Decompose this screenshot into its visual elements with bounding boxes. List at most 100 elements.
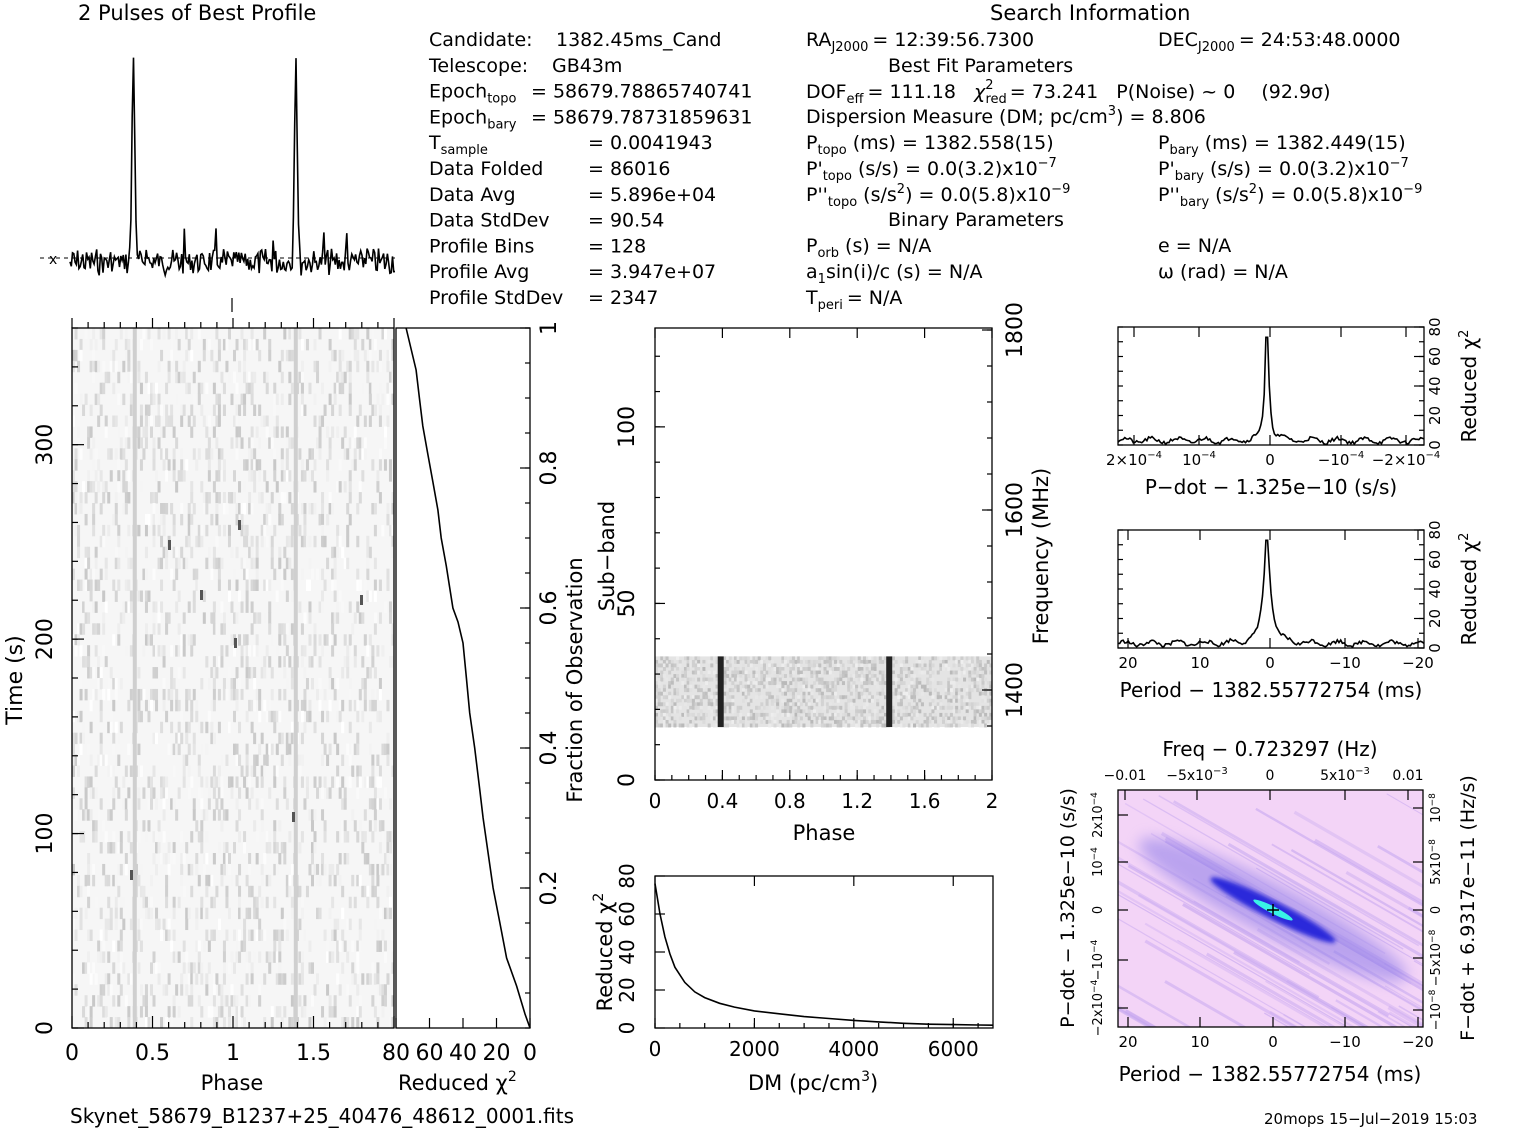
heat-cell (233, 415, 237, 427)
heat-cell (310, 678, 314, 690)
heat-cell (200, 1006, 204, 1018)
heat-cell (172, 459, 176, 471)
subband-cell (741, 667, 745, 671)
heat-cell (205, 809, 209, 821)
heat-cell (119, 907, 123, 920)
heat-cell (338, 984, 342, 996)
heat-cell (378, 459, 382, 471)
heat-cell (104, 601, 108, 613)
heat-cell (391, 634, 395, 646)
tick-label: 20 (483, 1041, 511, 1066)
heat-cell (263, 765, 267, 777)
map-streak (1271, 843, 1423, 933)
heat-cell (155, 962, 159, 974)
subband-cell (957, 691, 961, 696)
heat-cell (358, 688, 362, 701)
subband-cell (973, 688, 977, 693)
heat-cell (122, 503, 126, 515)
heat-cell (371, 503, 375, 515)
subband-cell (981, 681, 985, 686)
heat-cell (185, 721, 189, 734)
map-streak (1193, 900, 1414, 1027)
heat-cell (318, 426, 322, 438)
heat-cell (318, 874, 322, 887)
subband-cell (773, 677, 777, 682)
heat-cell (268, 951, 272, 963)
heat-cell (230, 688, 234, 701)
heat-cell (321, 754, 325, 766)
subband-cell (662, 716, 666, 721)
subband-cell (920, 670, 924, 675)
heat-cell (185, 907, 189, 920)
heat-cell (200, 896, 204, 909)
map-streak (1118, 984, 1192, 1027)
subband-cell (891, 705, 895, 710)
subband-cell (728, 695, 732, 700)
subband-cell (899, 716, 903, 721)
heat-cell (102, 1006, 106, 1018)
heat-cell (149, 426, 153, 438)
heat-cell (278, 623, 282, 635)
subband-cell (947, 698, 951, 703)
heat-cell (177, 470, 181, 482)
subband-cell (762, 705, 766, 710)
subband-cell (878, 716, 882, 721)
heat-cell (290, 503, 294, 515)
subband-cell (755, 712, 759, 717)
subband-cell (907, 698, 911, 703)
subband-cell (731, 719, 735, 724)
subband-cell (797, 677, 801, 682)
subband-cell (989, 716, 993, 721)
heat-cell (167, 973, 171, 985)
heat-cell (346, 524, 350, 537)
subband-cell (726, 663, 730, 668)
subband-cell (805, 702, 809, 707)
heat-cell (89, 590, 93, 602)
heat-cell (268, 601, 272, 613)
subband-cell (894, 705, 898, 710)
heat-cell (127, 973, 131, 985)
heat-cell (386, 415, 390, 427)
heat-cell (139, 338, 143, 351)
subband-cell (986, 719, 990, 724)
heat-cell (74, 809, 78, 821)
subband-cell (683, 674, 687, 678)
heat-cell (383, 601, 387, 613)
heat-cell (338, 535, 342, 548)
heat-cell (333, 382, 337, 395)
heat-cell (245, 678, 249, 690)
heat-cell (250, 503, 254, 515)
subband-cell (984, 663, 988, 668)
heat-cell (74, 645, 78, 657)
heat-cell (235, 754, 239, 766)
tick-label: 0.5 (135, 1041, 170, 1066)
heat-cell (89, 721, 93, 734)
heat-cell (152, 437, 156, 449)
heat-cell (117, 754, 121, 766)
heat-cell (255, 754, 259, 766)
subband-cell (760, 702, 764, 707)
heat-cell (268, 787, 272, 799)
subband-cell (844, 712, 848, 717)
subband-cell (949, 698, 953, 703)
heat-cell (92, 360, 96, 373)
heat-cell (310, 503, 314, 515)
heat-cell (238, 907, 242, 920)
heat-cell (288, 328, 292, 340)
heat-cell (235, 404, 239, 416)
heat-cell (82, 656, 86, 668)
subband-cell (744, 659, 748, 664)
heat-cell (300, 907, 304, 920)
pulse-track (293, 328, 298, 1028)
heat-cell (250, 699, 254, 712)
heat-cell (313, 776, 317, 788)
subband-cell (781, 659, 785, 664)
heat-cell (157, 820, 161, 832)
heat-cell (220, 470, 224, 482)
heat-cell (310, 809, 314, 821)
subband-cell (934, 712, 938, 717)
heat-cell (197, 579, 201, 591)
heat-cell (253, 732, 257, 745)
subband-cell (965, 691, 969, 696)
heat-cell (114, 503, 118, 515)
